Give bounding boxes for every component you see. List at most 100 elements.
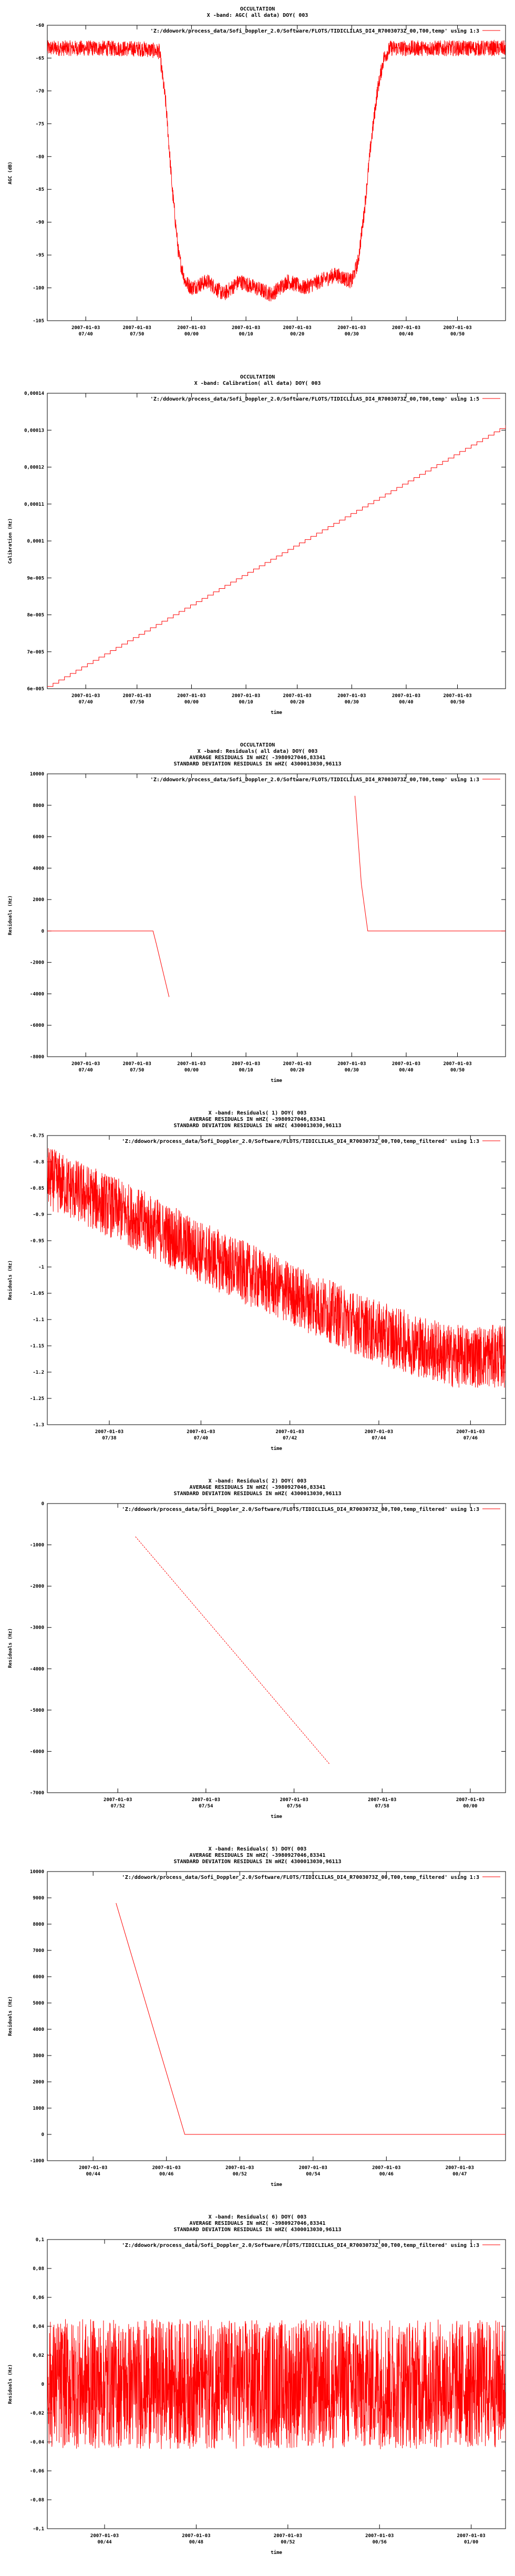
y-axis-label: Residuals (Hz) (7, 2364, 13, 2404)
x-tick-label: 2007-01-03 (372, 2165, 400, 2171)
y-tick-label: -0,08 (30, 2498, 44, 2503)
x-tick-label: 2007-01-03 (104, 1797, 132, 1803)
y-tick-label: -5000 (30, 1708, 44, 1713)
series-line (116, 1903, 506, 2135)
x-axis-label: time (271, 710, 282, 715)
y-tick-label: -7000 (30, 1791, 44, 1796)
x-tick-label: 00/50 (450, 332, 465, 337)
x-tick-label: 00/40 (399, 700, 413, 705)
y-tick-label: -6000 (30, 1749, 44, 1754)
y-tick-label: 8000 (33, 803, 44, 809)
y-tick-label: -1.05 (30, 1291, 44, 1296)
x-tick-label: 00/46 (379, 2172, 394, 2177)
x-tick-label: 2007-01-03 (456, 1429, 485, 1435)
series-1 (47, 425, 506, 687)
x-tick-label: 2007-01-03 (71, 693, 100, 699)
chart-title-line: STANDARD DEVIATION RESIDUALS IN mHZ( 430… (173, 761, 341, 767)
x-tick-label: 00/52 (233, 2172, 247, 2177)
x-tick-label: 07/58 (375, 1804, 389, 1809)
x-tick-label: 2007-01-03 (274, 2533, 302, 2539)
y-tick-label: -75 (36, 121, 44, 127)
y-tick-label: 7000 (33, 1948, 44, 1954)
y-tick-label: 8000 (33, 1922, 44, 1927)
x-tick-label: 2007-01-03 (123, 1061, 151, 1067)
x-tick-label: 07/42 (283, 1436, 297, 1441)
chart-title-line: STANDARD DEVIATION RESIDUALS IN mHZ( 430… (173, 1123, 341, 1129)
series-2 (354, 795, 506, 932)
y-tick-label: -1.2 (33, 1370, 44, 1375)
y-tick-label: -3000 (30, 1626, 44, 1631)
y-tick-label: -70 (36, 89, 44, 94)
x-tick-label: 2007-01-03 (283, 693, 312, 699)
chart-title-line: X -band: AGC( all data) DOY( 003 (207, 13, 308, 18)
chart-panel-6: X -band: Residuals( 5) DOY( 003 AVERAGE R… (0, 1840, 515, 2208)
x-tick-label: 00/30 (345, 332, 359, 337)
x-tick-label: 2007-01-03 (368, 1797, 396, 1803)
x-tick-label: 2007-01-03 (123, 693, 151, 699)
x-tick-label: 00/54 (306, 2172, 321, 2177)
x-tick-label: 07/40 (79, 700, 93, 705)
y-tick-label: 0,00011 (24, 502, 44, 507)
legend-label: 'Z:/ddowork/process_data/Sofi_Doppler_2.… (122, 1874, 479, 1880)
y-tick-label: 2000 (33, 897, 44, 903)
plot-frame (47, 25, 506, 321)
chart-panel-3: OCCULTATION X -band: Residuals( all data)… (0, 736, 515, 1104)
y-tick-label: -0,1 (33, 2527, 44, 2532)
x-tick-label: 2007-01-03 (456, 1797, 485, 1803)
y-tick-label: -65 (36, 56, 44, 61)
x-tick-label: 00/52 (281, 2540, 295, 2545)
y-tick-label: -1000 (30, 1543, 44, 1548)
x-tick-label: 00/44 (86, 2172, 101, 2177)
y-tick-label: 0,00014 (24, 391, 45, 396)
x-tick-label: 2007-01-03 (446, 2165, 474, 2171)
y-tick-label: 8e-005 (27, 613, 44, 618)
x-tick-label: 00/48 (189, 2540, 203, 2545)
y-tick-label: -0.85 (30, 1186, 44, 1191)
chart-panel-4: X -band: Residuals( 1) DOY( 003 AVERAGE R… (0, 1104, 515, 1472)
y-tick-label: 4000 (33, 866, 44, 871)
x-tick-label: 2007-01-03 (299, 2165, 327, 2171)
y-tick-label: 0,00012 (24, 465, 44, 471)
y-axis-label: Residuals (Hz) (7, 895, 13, 935)
series-line (47, 931, 170, 997)
y-tick-label: 0,0001 (27, 539, 44, 544)
x-tick-label: 2007-01-03 (177, 693, 205, 699)
chart-title-line: X -band: Residuals( 2) DOY( 003 (209, 1478, 307, 1484)
x-tick-label: 2007-01-03 (225, 2165, 254, 2171)
chart-title-line: STANDARD DEVIATION RESIDUALS IN mHZ( 430… (173, 2227, 341, 2233)
y-tick-label: 0 (42, 1501, 44, 1507)
x-tick-label: 2007-01-03 (95, 1429, 123, 1435)
x-tick-label: 2007-01-03 (283, 325, 312, 331)
y-tick-label: -0.8 (33, 1160, 44, 1165)
x-tick-label: 07/50 (130, 700, 144, 705)
x-tick-label: 00/47 (452, 2172, 467, 2177)
x-tick-label: 2007-01-03 (337, 325, 366, 331)
series-line (47, 425, 506, 687)
y-tick-label: 0 (42, 2132, 44, 2138)
y-tick-label: -1.25 (30, 1396, 44, 1402)
x-tick-label: 07/56 (287, 1804, 301, 1809)
x-tick-label: 07/50 (130, 1068, 144, 1073)
series-1 (135, 1536, 329, 1764)
x-tick-label: 2007-01-03 (232, 1061, 260, 1067)
x-tick-label: 2007-01-03 (79, 2165, 107, 2171)
x-tick-label: 00/20 (290, 332, 304, 337)
x-tick-label: 00/40 (399, 1068, 413, 1073)
series-1 (116, 1903, 506, 2135)
x-tick-label: 00/10 (239, 700, 253, 705)
x-tick-label: 2007-01-03 (71, 1061, 100, 1067)
x-axis-label: time (271, 1078, 282, 1083)
x-tick-label: 00/20 (290, 700, 304, 705)
legend-label: 'Z:/ddowork/process_data/Sofi_Doppler_2.… (150, 396, 479, 402)
y-tick-label: 0,1 (36, 2237, 44, 2243)
y-axis-label: Residuals (Hz) (7, 1260, 13, 1300)
y-tick-label: -2000 (30, 1584, 44, 1589)
y-axis-label: Residuals (Hz) (7, 1996, 13, 2036)
y-tick-label: 0 (42, 2382, 44, 2387)
plot-frame (47, 1871, 506, 2161)
chart-title-line: OCCULTATION (240, 742, 275, 748)
